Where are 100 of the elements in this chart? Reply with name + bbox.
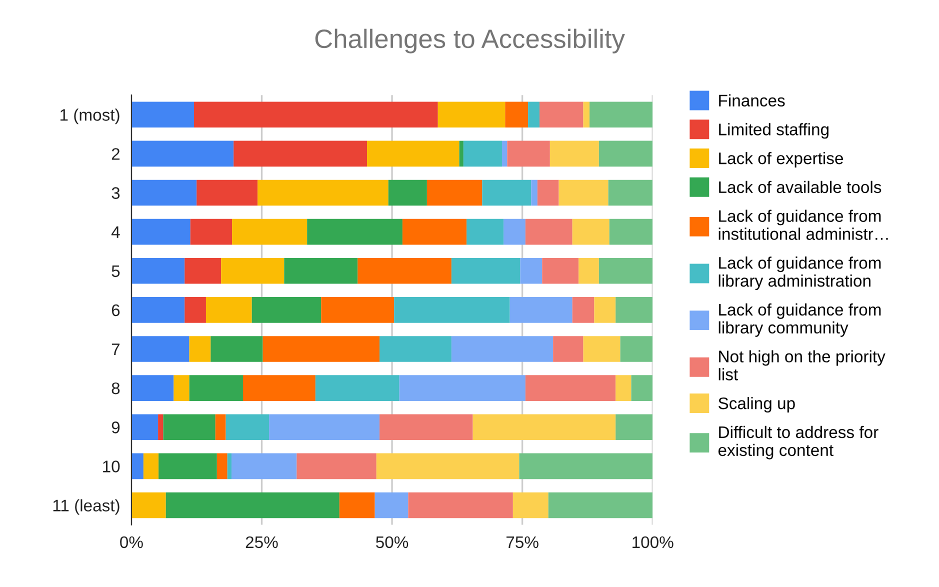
bar: [578, 258, 599, 284]
bar: [572, 297, 594, 323]
y-tick-label: 10: [103, 460, 120, 472]
bar: [284, 258, 358, 284]
legend-label: Lack of guidance from library administration: [718, 256, 881, 290]
bar: [548, 492, 653, 518]
bar: [583, 336, 620, 362]
bar: [196, 180, 258, 206]
bar: [528, 102, 540, 128]
bar: [519, 453, 653, 480]
bar: [504, 218, 526, 245]
y-tick-label: 5: [112, 265, 120, 278]
bar: [226, 414, 270, 440]
bar: [190, 218, 232, 245]
bar: [631, 375, 653, 401]
bar: [616, 375, 632, 401]
y-tick-label: 11 (least): [53, 499, 120, 515]
legend-label: Lack of guidance from institutional administr…: [718, 210, 888, 240]
bar: [376, 453, 520, 480]
bar: [399, 375, 526, 401]
bar: [221, 258, 284, 284]
bar: [394, 297, 510, 323]
bar: [143, 453, 159, 480]
x-tick-label: 50%: [376, 536, 408, 548]
bar: [572, 218, 610, 245]
bar: [520, 258, 542, 284]
bar: [438, 102, 506, 128]
bar: [184, 297, 206, 323]
x-tick-label: 25%: [246, 536, 278, 548]
bar: [609, 218, 653, 245]
bar: [590, 102, 653, 128]
y-tick-label: 4: [111, 226, 120, 238]
bar: [321, 297, 394, 323]
bar: [594, 297, 616, 323]
x-tick-label: 0%: [120, 536, 143, 548]
bar: [215, 414, 226, 440]
bar: [131, 336, 190, 362]
bar: [131, 102, 194, 128]
bar: [367, 140, 460, 167]
bar: [512, 492, 548, 518]
bar: [339, 492, 375, 518]
bar: [525, 375, 616, 401]
bar: [616, 414, 653, 440]
bar: [258, 180, 388, 206]
legend-label: Scaling up: [718, 397, 795, 413]
bar: [598, 258, 653, 284]
bar: [380, 336, 452, 362]
bar: [234, 140, 368, 167]
bar: [374, 492, 408, 518]
legend-label: Finances: [719, 94, 785, 106]
bar: [131, 218, 190, 245]
bar: [358, 258, 452, 284]
bar: [505, 102, 528, 128]
y-tick-label: 3: [112, 187, 120, 199]
y-tick-label: 7: [112, 344, 120, 356]
bar: [482, 180, 532, 206]
bar: [459, 140, 464, 167]
y-tick-label: 6: [112, 304, 120, 316]
bar: [542, 258, 579, 284]
bar: [388, 180, 427, 206]
bar: [163, 414, 216, 440]
bar: [608, 180, 653, 206]
bar: [166, 492, 340, 518]
bar: [550, 140, 599, 167]
bar: [206, 297, 252, 323]
bar: [131, 414, 158, 440]
bar: [232, 453, 297, 480]
bar: [296, 453, 376, 480]
legend-label: Limited staffing: [719, 123, 828, 139]
bar: [507, 140, 550, 167]
bar: [510, 297, 572, 323]
chart-title: Challenges to Accessibility: [315, 28, 625, 54]
bar: [540, 102, 584, 128]
bar: [307, 218, 402, 245]
bar: [502, 140, 508, 167]
x-tick-label: 100%: [632, 536, 674, 548]
bar: [131, 492, 166, 518]
bar: [451, 258, 520, 284]
y-tick-label: 8: [112, 382, 120, 394]
bar: [216, 453, 228, 480]
bar: [616, 297, 653, 323]
y-tick-label: 1 (most): [60, 108, 120, 124]
bar: [558, 180, 608, 206]
bar: [269, 414, 380, 440]
bar: [426, 180, 482, 206]
bar: [131, 375, 174, 401]
bar: [232, 218, 308, 245]
bar: [131, 453, 144, 480]
bar: [252, 297, 322, 323]
bar: [131, 140, 234, 167]
bar: [227, 453, 232, 480]
bar: [210, 336, 263, 362]
bar: [262, 336, 380, 362]
bar: [402, 218, 467, 245]
bar: [131, 297, 185, 323]
bar: [131, 258, 185, 284]
bar: [380, 414, 473, 440]
bar: [620, 336, 653, 362]
legend-label: Difficult to address for existing content: [718, 426, 878, 460]
bar: [315, 375, 400, 401]
